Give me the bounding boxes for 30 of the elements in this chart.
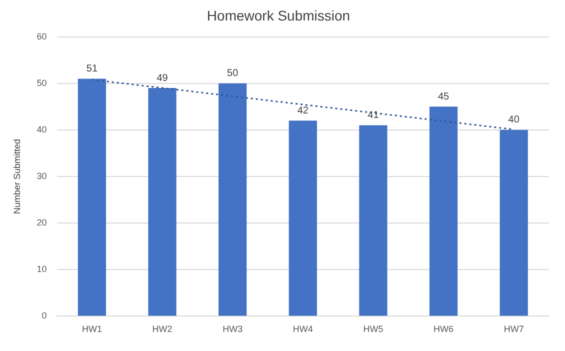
bar — [500, 130, 528, 316]
x-tick-label: HW6 — [434, 324, 454, 334]
x-tick-label: HW5 — [363, 324, 384, 334]
x-tick-label: HW7 — [504, 324, 524, 334]
chart-title: Homework Submission — [206, 7, 350, 24]
x-tick-label: HW1 — [82, 324, 102, 334]
data-label: 51 — [86, 63, 98, 74]
bar — [288, 120, 317, 316]
data-label: 45 — [438, 91, 450, 102]
x-tick-label: HW3 — [222, 324, 243, 334]
bar — [148, 88, 176, 316]
data-label: 40 — [508, 114, 520, 126]
data-label: 41 — [368, 110, 380, 122]
y-tick-label: 50 — [36, 78, 47, 88]
y-axis-title: Number Submitted — [12, 138, 22, 214]
bar — [429, 106, 458, 316]
data-label: 49 — [156, 72, 168, 84]
bar — [218, 83, 247, 316]
x-tick-label: HW2 — [152, 324, 172, 334]
bar — [78, 78, 106, 316]
y-tick-label: 20 — [36, 218, 47, 228]
data-label: 50 — [227, 68, 239, 80]
y-tick-label: 10 — [36, 264, 47, 274]
y-tick-label: 40 — [36, 124, 47, 134]
y-tick-label: 30 — [36, 170, 47, 181]
data-label: 42 — [297, 105, 309, 116]
y-tick-label: 0 — [42, 310, 47, 321]
y-tick-label: 60 — [36, 31, 47, 42]
bar — [359, 125, 388, 316]
x-tick-label: HW4 — [292, 324, 313, 334]
